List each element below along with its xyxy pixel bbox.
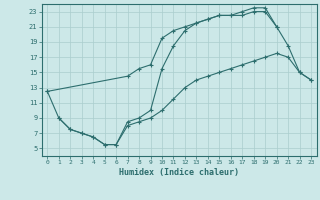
X-axis label: Humidex (Indice chaleur): Humidex (Indice chaleur) xyxy=(119,168,239,177)
